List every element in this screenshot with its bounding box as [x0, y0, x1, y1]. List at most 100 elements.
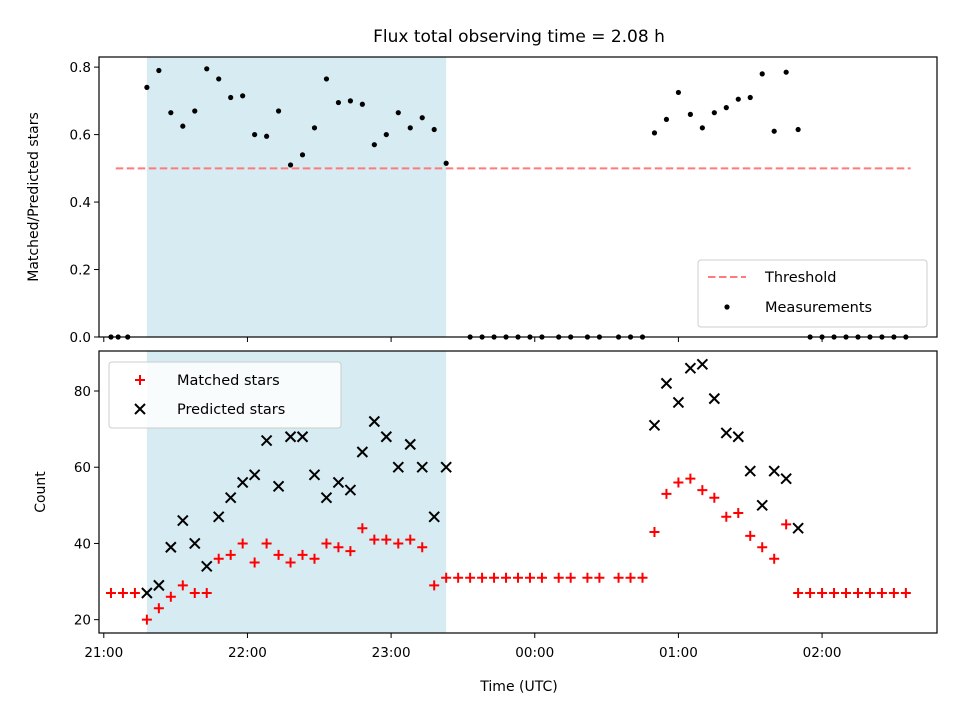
predicted-star-point — [440, 461, 452, 473]
measurement-point — [144, 84, 150, 90]
matched-star-point — [381, 534, 392, 545]
y-tick-label: 0.8 — [70, 60, 91, 76]
matched-star-point — [405, 534, 416, 545]
measurement-point — [204, 66, 210, 72]
measurement-point — [711, 110, 717, 116]
predicted-star-point — [153, 579, 165, 592]
predicted-star-point — [296, 431, 309, 443]
matched-star-point — [393, 538, 404, 549]
legend-matched-label: Matched stars — [177, 373, 280, 389]
measurement-point — [323, 76, 330, 82]
count-panel: 20 40 60 80 21:00 22:00 23:00 00:00 01:00 02:00 Co… — [33, 350, 938, 661]
matched-star-point — [876, 587, 887, 598]
matched-star-point — [594, 572, 605, 583]
measurement-point — [168, 110, 174, 116]
matched-star-point — [477, 572, 488, 583]
matched-star-point — [177, 580, 188, 591]
matched-star-point — [309, 553, 320, 564]
matched-star-point — [536, 572, 547, 583]
matched-star-point — [805, 587, 816, 598]
matched-star-point — [489, 572, 500, 583]
measurement-point — [180, 123, 186, 129]
matched-star-point — [117, 587, 128, 598]
x-tick-label: 22:00 — [228, 645, 267, 661]
predicted-star-point — [344, 484, 357, 496]
x-tick-label: 01:00 — [659, 645, 698, 661]
matched-star-point — [249, 557, 260, 568]
predicted-star-point — [272, 480, 285, 492]
y-tick-label: 60 — [74, 460, 91, 476]
legend-threshold-label: Threshold — [764, 270, 836, 286]
y-tick-label: 40 — [74, 536, 91, 552]
predicted-star-point — [648, 419, 661, 432]
measurement-point — [795, 126, 801, 133]
matched-star-point — [153, 603, 164, 614]
measurement-point — [192, 108, 198, 114]
matched-star-point — [637, 572, 648, 583]
legend-measurements-label: Measurements — [765, 300, 872, 316]
predicted-star-point — [141, 587, 153, 599]
chart-title: Flux total observing time = 2.08 h — [373, 27, 665, 47]
measurement-point — [275, 108, 282, 114]
predicted-star-point — [320, 492, 333, 504]
matched-star-point — [582, 572, 593, 583]
matched-star-point — [685, 473, 696, 484]
measurement-point — [264, 133, 270, 139]
matched-star-point — [721, 511, 732, 522]
measurement-point — [407, 125, 413, 131]
measurement-point — [395, 110, 401, 116]
matched-star-point — [141, 614, 152, 625]
measurement-point — [759, 71, 765, 77]
measurement-point — [651, 130, 658, 136]
plot-frame — [98, 350, 938, 634]
matched-star-point — [793, 587, 804, 598]
x-tick-label: 23:00 — [372, 645, 411, 661]
measurement-point — [335, 99, 342, 106]
matched-star-point — [625, 572, 636, 583]
measurement-point — [240, 93, 246, 99]
predicted-star-point — [260, 434, 273, 447]
matched-star-point — [165, 591, 176, 602]
measurement-point — [347, 98, 353, 104]
predicted-star-point — [696, 358, 709, 371]
measurement-point — [216, 76, 222, 82]
predicted-star-point — [392, 461, 404, 473]
measurement-point — [287, 162, 294, 168]
predicted-star-point — [720, 427, 733, 439]
predicted-star-point — [672, 396, 685, 409]
predicted-star-point — [368, 415, 381, 428]
measurement-point — [747, 94, 753, 101]
ratio-panel: 0.0 0.2 0.4 0.6 0.8 Matched/Predicted stars Th… — [26, 56, 938, 346]
legend-measurements-swatch — [724, 304, 730, 310]
matched-star-point — [501, 572, 512, 583]
matched-star-point — [189, 587, 200, 598]
matched-star-point — [513, 572, 523, 583]
observing-span-band — [146, 57, 447, 337]
predicted-star-point — [780, 472, 792, 485]
series-measurements — [108, 66, 909, 340]
measurement-point — [371, 142, 377, 148]
measurement-point — [443, 160, 449, 166]
matched-star-point — [369, 534, 380, 545]
measurement-point — [299, 152, 306, 158]
matched-star-point — [429, 580, 440, 591]
matched-star-point — [297, 549, 308, 560]
predicted-star-point — [356, 446, 369, 458]
matched-star-point — [817, 587, 828, 598]
y-tick-label: 0.4 — [70, 195, 91, 211]
legend: Matched stars Predicted stars — [108, 361, 342, 429]
matched-star-point — [673, 477, 684, 488]
matched-star-point — [900, 587, 911, 598]
y-tick-label: 0.0 — [70, 330, 91, 346]
matched-star-point — [465, 572, 476, 583]
matched-star-point — [553, 572, 564, 583]
matched-star-point — [345, 546, 356, 557]
measurement-point — [311, 125, 318, 131]
matched-star-point — [697, 485, 708, 496]
matched-star-point — [613, 572, 624, 583]
predicted-star-point — [708, 392, 721, 405]
legend-matched-swatch — [135, 375, 145, 385]
predicted-star-point — [201, 560, 213, 573]
matched-star-point — [661, 488, 672, 499]
